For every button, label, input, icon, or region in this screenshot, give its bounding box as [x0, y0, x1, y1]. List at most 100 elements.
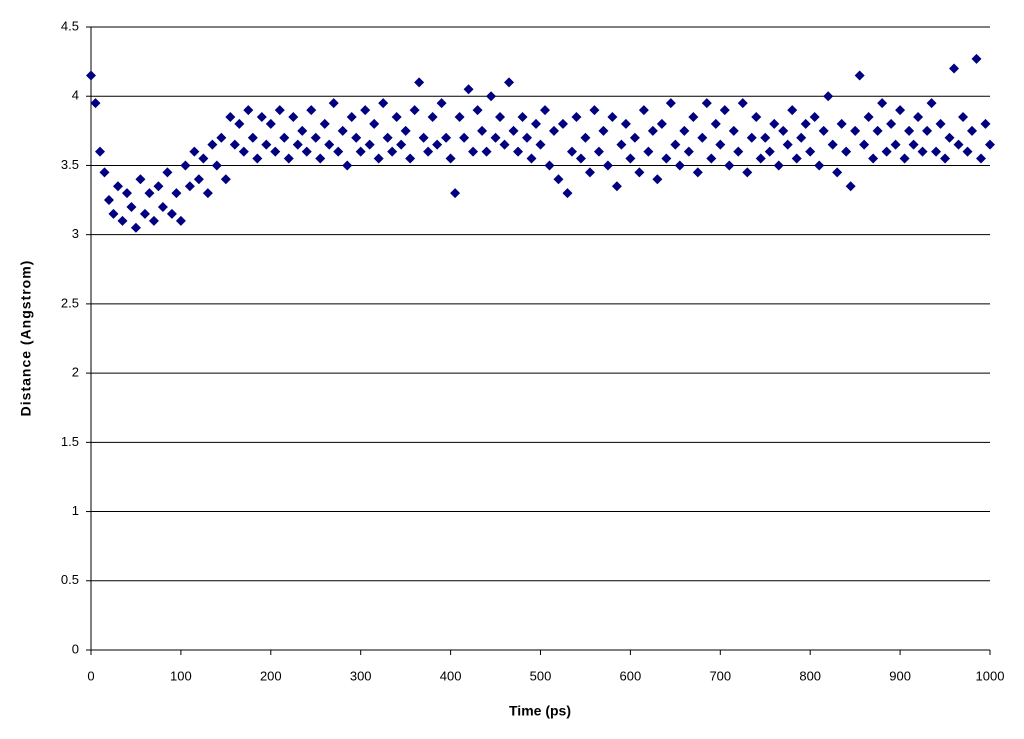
scatter-point	[688, 111, 699, 122]
scatter-point	[495, 111, 506, 122]
scatter-point	[629, 132, 640, 143]
scatter-point	[755, 153, 766, 164]
scatter-point	[99, 167, 110, 178]
x-axis-title: Time (ps)	[509, 703, 571, 719]
x-tick-label: 400	[440, 668, 462, 683]
scatter-point	[859, 139, 870, 150]
scatter-point	[477, 125, 488, 136]
scatter-point	[441, 132, 452, 143]
scatter-point	[229, 139, 240, 150]
scatter-point	[184, 181, 195, 192]
scatter-point	[472, 105, 483, 116]
x-tick-label: 800	[799, 668, 821, 683]
scatter-point	[373, 153, 384, 164]
scatter-point	[283, 153, 294, 164]
x-tick-label: 500	[530, 668, 552, 683]
scatter-point	[387, 146, 398, 157]
scatter-point	[90, 98, 101, 109]
scatter-point	[355, 146, 366, 157]
scatter-point	[310, 132, 321, 143]
scatter-point	[508, 125, 519, 136]
scatter-point	[139, 208, 150, 219]
scatter-point	[836, 118, 847, 129]
scatter-point	[198, 153, 209, 164]
scatter-point	[121, 188, 132, 199]
scatter-point	[926, 98, 937, 109]
scatter-point	[144, 188, 155, 199]
scatter-point	[459, 132, 470, 143]
scatter-point	[692, 167, 703, 178]
scatter-point	[162, 167, 173, 178]
scatter-point	[261, 139, 272, 150]
y-tick-label: 0.5	[61, 572, 79, 587]
y-tick-label: 0	[72, 641, 79, 656]
scatter-point	[414, 77, 425, 88]
scatter-point	[728, 125, 739, 136]
y-tick-label: 1	[72, 503, 79, 518]
scatter-point	[580, 132, 591, 143]
scatter-point	[742, 167, 753, 178]
scatter-point	[931, 146, 942, 157]
scatter-point	[463, 84, 474, 95]
scatter-point	[967, 125, 978, 136]
scatter-point	[652, 174, 663, 185]
scatter-point	[544, 160, 555, 171]
scatter-point	[665, 98, 676, 109]
scatter-point	[877, 98, 888, 109]
scatter-point	[396, 139, 407, 150]
scatter-point	[364, 139, 375, 150]
scatter-point	[319, 118, 330, 129]
scatter-point	[342, 160, 353, 171]
scatter-point	[454, 111, 465, 122]
scatter-point	[171, 188, 182, 199]
scatter-point	[531, 118, 542, 129]
scatter-point	[638, 105, 649, 116]
scatter-point	[949, 63, 960, 74]
scatter-point	[944, 132, 955, 143]
scatter-point	[800, 118, 811, 129]
scatter-point	[117, 215, 128, 226]
scatter-point	[243, 105, 254, 116]
x-tick-label: 300	[350, 668, 372, 683]
scatter-point	[86, 70, 96, 81]
scatter-point	[674, 160, 685, 171]
scatter-point	[315, 153, 326, 164]
scatter-point	[751, 111, 762, 122]
scatter-point	[773, 160, 784, 171]
x-tick-label: 900	[889, 668, 911, 683]
scatter-point	[634, 167, 645, 178]
scatter-point	[760, 132, 771, 143]
scatter-point	[256, 111, 267, 122]
scatter-point	[841, 146, 852, 157]
scatter-point	[886, 118, 897, 129]
scatter-point	[202, 188, 213, 199]
scatter-point	[818, 125, 829, 136]
scatter-point	[535, 139, 546, 150]
scatter-point	[872, 125, 883, 136]
scatter-point	[369, 118, 380, 129]
scatter-point	[647, 125, 658, 136]
scatter-point	[868, 153, 879, 164]
scatter-point	[814, 160, 825, 171]
scatter-point	[899, 153, 910, 164]
scatter-point	[616, 139, 627, 150]
scatter-point	[908, 139, 919, 150]
scatter-point	[148, 215, 159, 226]
scatter-point	[94, 146, 105, 157]
scatter-point	[697, 132, 708, 143]
scatter-point	[854, 70, 865, 81]
scatter-point	[971, 53, 982, 64]
scatter-point	[328, 98, 339, 109]
scatter-point	[490, 132, 501, 143]
scatter-point	[890, 139, 901, 150]
scatter-point	[288, 111, 299, 122]
scatter-point	[436, 98, 447, 109]
scatter-point	[769, 118, 780, 129]
scatter-point	[220, 174, 231, 185]
scatter-point	[108, 208, 119, 219]
scatter-point	[499, 139, 510, 150]
scatter-point	[796, 132, 807, 143]
scatter-point	[895, 105, 906, 116]
scatter-point	[917, 146, 928, 157]
